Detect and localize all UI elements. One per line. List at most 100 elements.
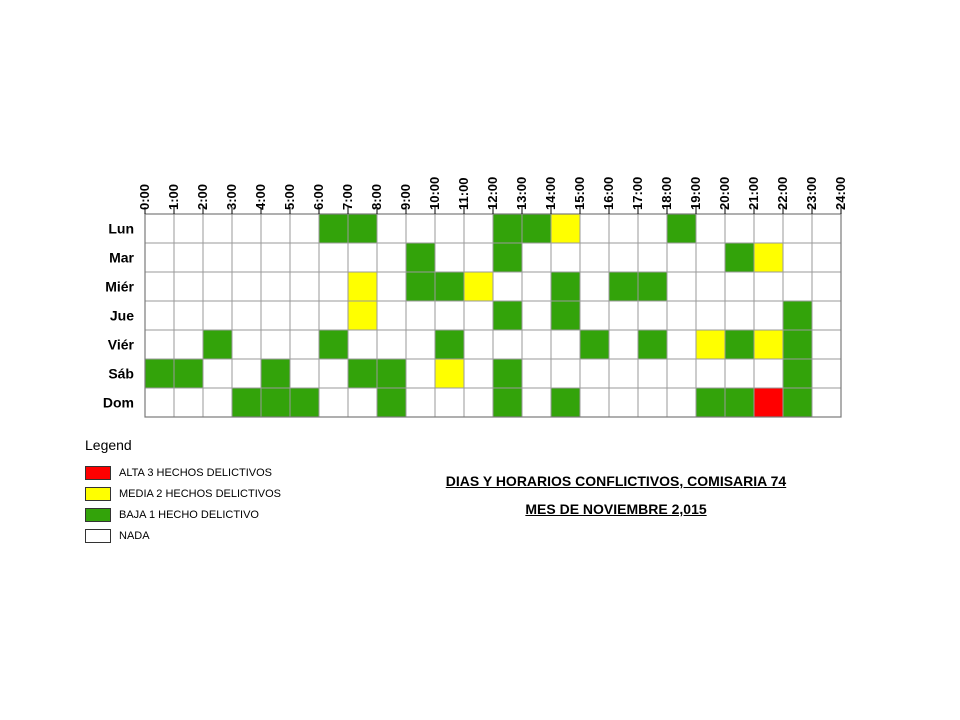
heatmap-cell-Miér-3:00	[231, 271, 262, 302]
heatmap-cell-Sáb-8:00	[376, 358, 407, 389]
heatmap-cell-Sáb-11:00	[463, 358, 494, 389]
heatmap-cell-Jue-16:00	[608, 300, 639, 331]
heatmap-cell-Sáb-19:00	[695, 358, 726, 389]
heatmap-cell-Dom-1:00	[173, 387, 204, 418]
heatmap-cell-Sáb-12:00	[492, 358, 523, 389]
x-tick-label: 11:00	[456, 177, 471, 210]
heatmap-cell-Mar-21:00	[753, 242, 784, 273]
heatmap-cell-Sáb-1:00	[173, 358, 204, 389]
heatmap-cell-Dom-15:00	[579, 387, 610, 418]
heatmap-cell-Mar-2:00	[202, 242, 233, 273]
y-tick-label: Jue	[110, 308, 134, 324]
legend-item-nada: NADA	[85, 525, 281, 546]
heatmap-cell-Sáb-0:00	[144, 358, 175, 389]
heatmap-cell-Miér-9:00	[405, 271, 436, 302]
heatmap-cell-Jue-4:00	[260, 300, 291, 331]
heatmap-cell-Dom-5:00	[289, 387, 320, 418]
heatmap-cell-Viér-10:00	[434, 329, 465, 360]
x-tick-label: 19:00	[688, 177, 703, 210]
heatmap-cell-Mar-8:00	[376, 242, 407, 273]
heatmap-cell-Sáb-6:00	[318, 358, 349, 389]
y-tick-label: Dom	[103, 395, 134, 411]
heatmap-cell-Miér-1:00	[173, 271, 204, 302]
heatmap-cell-Viér-12:00	[492, 329, 523, 360]
heatmap-cell-Sáb-20:00	[724, 358, 755, 389]
heatmap-cell-Jue-13:00	[521, 300, 552, 331]
heatmap-cell-Sáb-21:00	[753, 358, 784, 389]
heatmap-cell-Mar-11:00	[463, 242, 494, 273]
heatmap-cell-Dom-12:00	[492, 387, 523, 418]
heatmap-cell-Jue-7:00	[347, 300, 378, 331]
y-tick-label: Viér	[108, 337, 135, 353]
x-tick-label: 18:00	[659, 177, 674, 210]
heatmap-cell-Lun-14:00	[550, 213, 581, 244]
heatmap-cell-Mar-9:00	[405, 242, 436, 273]
heatmap-cell-Viér-15:00	[579, 329, 610, 360]
heatmap-cell-Mar-20:00	[724, 242, 755, 273]
heatmap-cell-Lun-3:00	[231, 213, 262, 244]
heatmap-cell-Dom-21:00	[753, 387, 784, 418]
heatmap-cell-Dom-8:00	[376, 387, 407, 418]
heatmap-cell-Miér-6:00	[318, 271, 349, 302]
heatmap-cell-Viér-23:00	[811, 329, 842, 360]
heatmap-cell-Sáb-10:00	[434, 358, 465, 389]
heatmap-cell-Sáb-5:00	[289, 358, 320, 389]
heatmap-cell-Miér-5:00	[289, 271, 320, 302]
heatmap-cell-Viér-0:00	[144, 329, 175, 360]
x-tick-label: 12:00	[485, 177, 500, 210]
heatmap-cell-Viér-21:00	[753, 329, 784, 360]
heatmap-cell-Mar-5:00	[289, 242, 320, 273]
heatmap-cell-Viér-9:00	[405, 329, 436, 360]
heatmap-cell-Mar-14:00	[550, 242, 581, 273]
heatmap-cell-Lun-16:00	[608, 213, 639, 244]
heatmap-cell-Viér-22:00	[782, 329, 813, 360]
heatmap-cell-Miér-13:00	[521, 271, 552, 302]
heatmap-cell-Viér-14:00	[550, 329, 581, 360]
x-tick-label: 7:00	[340, 184, 355, 210]
heatmap-cell-Miér-10:00	[434, 271, 465, 302]
legend-swatch-baja	[85, 507, 111, 522]
heatmap-cell-Jue-15:00	[579, 300, 610, 331]
heatmap-cell-Dom-11:00	[463, 387, 494, 418]
heatmap-cell-Mar-10:00	[434, 242, 465, 273]
legend: Legend ALTA 3 HECHOS DELICTIVOS MEDIA 2 …	[85, 437, 281, 546]
heatmap-cell-Dom-13:00	[521, 387, 552, 418]
heatmap-cell-Jue-21:00	[753, 300, 784, 331]
legend-item-baja: BAJA 1 HECHO DELICTIVO	[85, 504, 281, 525]
legend-swatch-alta	[85, 465, 111, 480]
heatmap-cell-Miér-8:00	[376, 271, 407, 302]
heatmap-cell-Mar-4:00	[260, 242, 291, 273]
heatmap-cell-Jue-6:00	[318, 300, 349, 331]
legend-label-baja: BAJA 1 HECHO DELICTIVO	[119, 508, 259, 521]
legend-title: Legend	[85, 437, 132, 453]
y-tick-label: Lun	[108, 221, 134, 237]
heatmap-cell-Lun-6:00	[318, 213, 349, 244]
x-tick-label: 24:00	[833, 177, 848, 210]
heatmap-cell-Dom-17:00	[637, 387, 668, 418]
heatmap-cell-Dom-14:00	[550, 387, 581, 418]
heatmap-cell-Miér-17:00	[637, 271, 668, 302]
heatmap-cell-Sáb-23:00	[811, 358, 842, 389]
heatmap-cell-Lun-20:00	[724, 213, 755, 244]
heatmap-cell-Lun-22:00	[782, 213, 813, 244]
heatmap-cell-Lun-2:00	[202, 213, 233, 244]
heatmap-cell-Mar-18:00	[666, 242, 697, 273]
x-tick-label: 1:00	[166, 184, 181, 210]
x-tick-label: 20:00	[717, 177, 732, 210]
heatmap-cell-Miér-15:00	[579, 271, 610, 302]
heatmap-cell-Miér-21:00	[753, 271, 784, 302]
heatmap-cell-Lun-10:00	[434, 213, 465, 244]
heatmap-cell-Lun-1:00	[173, 213, 204, 244]
heatmap-cell-Lun-4:00	[260, 213, 291, 244]
heatmap-cell-Sáb-15:00	[579, 358, 610, 389]
heatmap-cell-Sáb-16:00	[608, 358, 639, 389]
heatmap-cell-Jue-17:00	[637, 300, 668, 331]
x-tick-label: 10:00	[427, 177, 442, 210]
heatmap-cell-Viér-3:00	[231, 329, 262, 360]
legend-swatch-nada	[85, 528, 111, 543]
heatmap-cell-Lun-23:00	[811, 213, 842, 244]
heatmap-cell-Dom-9:00	[405, 387, 436, 418]
heatmap-cell-Jue-10:00	[434, 300, 465, 331]
heatmap-cell-Lun-13:00	[521, 213, 552, 244]
heatmap-cell-Jue-22:00	[782, 300, 813, 331]
